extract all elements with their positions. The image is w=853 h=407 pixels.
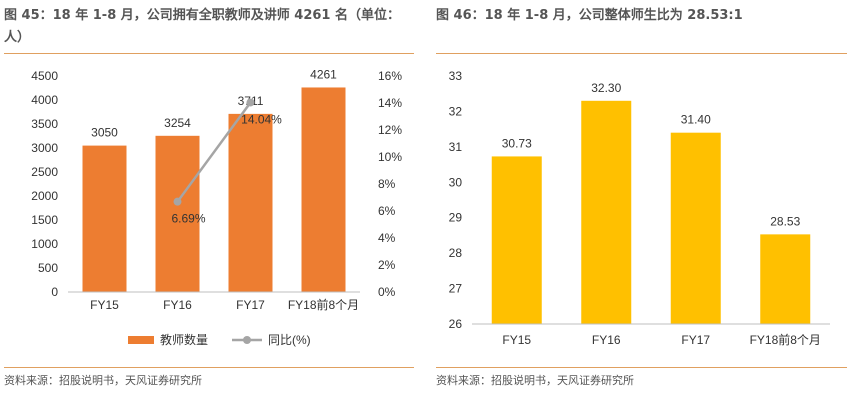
y-tick-label: 26	[449, 317, 463, 331]
y-tick-label: 32	[449, 104, 463, 118]
y-tick-label: 2000	[31, 189, 58, 203]
bar	[82, 145, 127, 292]
legend-marker-line	[243, 336, 251, 344]
y-tick-label: 29	[449, 211, 463, 225]
chart-panel-teachers: 图 45：18 年 1-8 月，公司拥有全职教师及讲师 4261 名（单位：人）…	[0, 0, 420, 407]
source-note: 资料来源：招股说明书，天风证券研究所	[436, 374, 634, 387]
bar-data-label: 30.73	[502, 136, 532, 150]
chart-panel-ratio: 图 46：18 年 1-8 月，公司整体师生比为 28.53:1 33 32 31 3…	[432, 0, 853, 407]
bar	[581, 100, 632, 324]
bar-data-label: 32.30	[591, 81, 621, 95]
legend-label-bar: 教师数量	[160, 332, 208, 347]
source-note: 资料来源：招股说明书，天风证券研究所	[4, 374, 202, 387]
bar-data-label: 28.53	[770, 214, 800, 228]
bar	[155, 135, 200, 292]
bar-data-label: 3050	[91, 126, 118, 140]
chart-title: 图 45：18 年 1-8 月，公司拥有全职教师及讲师 4261 名（单位：人）	[4, 8, 401, 45]
legend-swatch-bar	[128, 336, 154, 344]
y-tick-label: 3000	[31, 141, 58, 155]
y2-tick-label: 12%	[378, 123, 402, 137]
source-divider	[4, 367, 414, 368]
y2-tick-label: 0%	[378, 285, 396, 299]
bar	[491, 156, 542, 324]
y-tick-label: 1000	[31, 237, 58, 251]
y-tick-label: 2500	[31, 165, 58, 179]
bar	[228, 113, 273, 292]
yoy-data-label: 14.04%	[241, 112, 282, 126]
x-tick-label: FY18前8个月	[288, 297, 359, 312]
x-tick-label: FY16	[163, 298, 192, 312]
y-tick-label: 30	[449, 175, 463, 189]
y2-tick-label: 10%	[378, 150, 402, 164]
bar	[670, 132, 721, 324]
x-tick-label: FY15	[90, 298, 119, 312]
y-tick-label: 27	[449, 282, 463, 296]
y-tick-label: 4000	[31, 93, 58, 107]
x-tick-label: FY17	[681, 333, 710, 347]
y-tick-label: 3500	[31, 117, 58, 131]
y-tick-label: 4500	[31, 69, 58, 83]
x-tick-label: FY17	[236, 298, 265, 312]
chart-title: 图 46：18 年 1-8 月，公司整体师生比为 28.53:1	[436, 8, 743, 23]
x-tick-label: FY18前8个月	[750, 332, 821, 347]
yoy-point	[173, 197, 182, 206]
ratio-chart-svg: 33 32 31 30 29 28 27 26 30.73 FY15 32.30 FY16 31.40 F…	[449, 69, 830, 347]
legend-label-line: 同比(%)	[268, 333, 311, 347]
y2-tick-label: 6%	[378, 204, 396, 218]
y2-tick-label: 8%	[378, 177, 396, 191]
yoy-point	[246, 98, 255, 107]
y-tick-label: 0	[51, 285, 58, 299]
bar-data-label: 3254	[164, 116, 191, 130]
title-divider	[436, 53, 847, 54]
y-tick-label: 33	[449, 69, 463, 83]
y-tick-label: 28	[449, 246, 463, 260]
y-tick-label: 1500	[31, 213, 58, 227]
y2-tick-label: 16%	[378, 69, 402, 83]
title-divider	[4, 53, 414, 54]
bar-data-label: 4261	[310, 67, 337, 81]
y-tick-label: 31	[449, 140, 463, 154]
bar	[301, 87, 346, 292]
yoy-line	[176, 101, 252, 203]
bar-data-label: 31.40	[681, 113, 711, 127]
teachers-chart-svg: 4500 4000 3500 3000 2500 2000 1500 1000 500 0 16% 1…	[31, 67, 402, 347]
x-tick-label: FY15	[502, 333, 531, 347]
x-tick-label: FY16	[592, 333, 621, 347]
source-divider	[436, 367, 847, 368]
yoy-data-label: 6.69%	[171, 212, 205, 226]
y-tick-label: 500	[38, 261, 58, 275]
y2-tick-label: 2%	[378, 258, 396, 272]
bar	[760, 234, 811, 324]
y2-tick-label: 14%	[378, 96, 402, 110]
y2-tick-label: 4%	[378, 231, 396, 245]
